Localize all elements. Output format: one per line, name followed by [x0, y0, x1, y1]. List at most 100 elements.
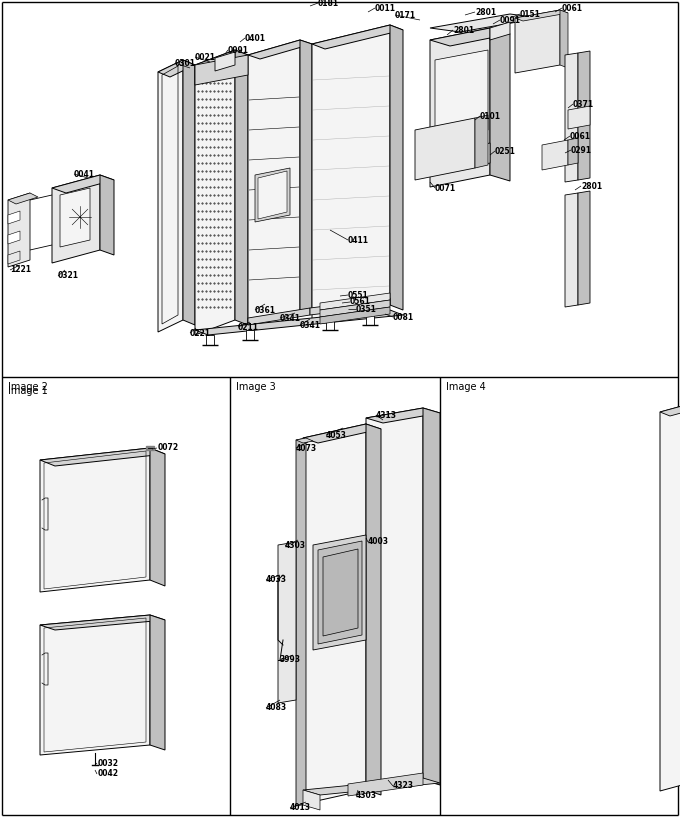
Polygon shape — [578, 191, 590, 305]
Polygon shape — [248, 40, 312, 59]
Polygon shape — [318, 541, 362, 644]
Polygon shape — [248, 40, 300, 325]
Text: 0351: 0351 — [356, 305, 377, 314]
Text: 4323: 4323 — [393, 782, 414, 791]
Text: 4013: 4013 — [290, 803, 311, 812]
Polygon shape — [183, 60, 195, 325]
Text: 0091: 0091 — [500, 16, 521, 25]
Polygon shape — [303, 778, 440, 795]
Text: 4303: 4303 — [356, 792, 377, 801]
Text: 0291: 0291 — [571, 145, 592, 154]
Polygon shape — [215, 52, 235, 71]
Text: 4053: 4053 — [326, 431, 347, 440]
Polygon shape — [560, 10, 568, 68]
Polygon shape — [430, 14, 540, 32]
Text: 4303: 4303 — [285, 542, 306, 551]
Polygon shape — [195, 50, 235, 335]
Polygon shape — [296, 438, 313, 443]
Text: 1221: 1221 — [10, 266, 31, 275]
Polygon shape — [568, 138, 578, 165]
Polygon shape — [303, 424, 381, 443]
Text: 2801: 2801 — [453, 25, 474, 34]
Text: 0221: 0221 — [190, 328, 211, 337]
Text: 0251: 0251 — [495, 146, 516, 155]
Polygon shape — [258, 171, 287, 219]
Text: Image 3: Image 3 — [236, 382, 275, 392]
Polygon shape — [320, 300, 390, 317]
Polygon shape — [660, 406, 680, 416]
Polygon shape — [278, 542, 296, 703]
Polygon shape — [248, 308, 310, 325]
Polygon shape — [310, 298, 390, 315]
Text: 2801: 2801 — [475, 7, 496, 16]
Text: 0401: 0401 — [245, 33, 266, 42]
Text: 0032: 0032 — [98, 758, 119, 767]
Polygon shape — [40, 448, 165, 466]
Polygon shape — [8, 231, 20, 244]
Polygon shape — [158, 60, 195, 77]
Text: 0061: 0061 — [570, 132, 591, 141]
Polygon shape — [303, 790, 320, 810]
Polygon shape — [206, 335, 214, 345]
Polygon shape — [565, 53, 578, 182]
Polygon shape — [366, 315, 374, 325]
Polygon shape — [246, 330, 254, 340]
Text: 0081: 0081 — [393, 312, 414, 322]
Text: 0341: 0341 — [280, 314, 301, 323]
Circle shape — [438, 83, 462, 107]
Text: 0171: 0171 — [395, 11, 416, 20]
Polygon shape — [8, 193, 30, 267]
Text: 0361: 0361 — [255, 306, 276, 315]
Text: 2801: 2801 — [581, 181, 602, 190]
Polygon shape — [40, 615, 165, 630]
Polygon shape — [52, 175, 114, 193]
Polygon shape — [312, 25, 390, 324]
Polygon shape — [515, 10, 560, 73]
Text: 4033: 4033 — [266, 575, 287, 584]
Text: Image 2: Image 2 — [8, 382, 48, 392]
Polygon shape — [296, 438, 306, 806]
Text: 0021: 0021 — [195, 52, 216, 61]
Polygon shape — [490, 22, 510, 40]
Polygon shape — [313, 535, 366, 650]
Polygon shape — [8, 211, 20, 224]
Polygon shape — [8, 251, 20, 264]
Polygon shape — [568, 106, 590, 129]
Polygon shape — [255, 168, 290, 222]
Polygon shape — [150, 615, 165, 750]
Polygon shape — [52, 175, 100, 263]
Polygon shape — [195, 310, 403, 335]
Text: 0181: 0181 — [318, 0, 339, 7]
Text: 0371: 0371 — [573, 100, 594, 109]
Polygon shape — [320, 307, 390, 324]
Polygon shape — [323, 549, 358, 636]
Polygon shape — [578, 51, 590, 180]
Text: 0042: 0042 — [98, 769, 119, 778]
Text: 0411: 0411 — [348, 235, 369, 244]
Polygon shape — [430, 28, 490, 187]
Text: 0061: 0061 — [562, 3, 583, 12]
Polygon shape — [430, 28, 510, 46]
Text: 0151: 0151 — [520, 10, 541, 19]
Polygon shape — [475, 115, 488, 168]
Polygon shape — [195, 55, 248, 85]
Circle shape — [444, 89, 456, 101]
Polygon shape — [158, 60, 183, 332]
Polygon shape — [100, 175, 114, 255]
Polygon shape — [660, 406, 680, 791]
Polygon shape — [195, 50, 248, 70]
Polygon shape — [415, 118, 475, 180]
Polygon shape — [40, 448, 150, 592]
Text: 0341: 0341 — [300, 320, 321, 329]
Polygon shape — [366, 408, 423, 790]
Text: 0321: 0321 — [58, 271, 79, 280]
Polygon shape — [235, 50, 248, 325]
Text: Image 4: Image 4 — [446, 382, 486, 392]
Polygon shape — [515, 10, 568, 21]
Text: 0301: 0301 — [175, 59, 196, 68]
Polygon shape — [8, 193, 38, 204]
Polygon shape — [430, 143, 490, 175]
Polygon shape — [366, 408, 440, 423]
Polygon shape — [390, 25, 403, 310]
Polygon shape — [326, 320, 334, 330]
